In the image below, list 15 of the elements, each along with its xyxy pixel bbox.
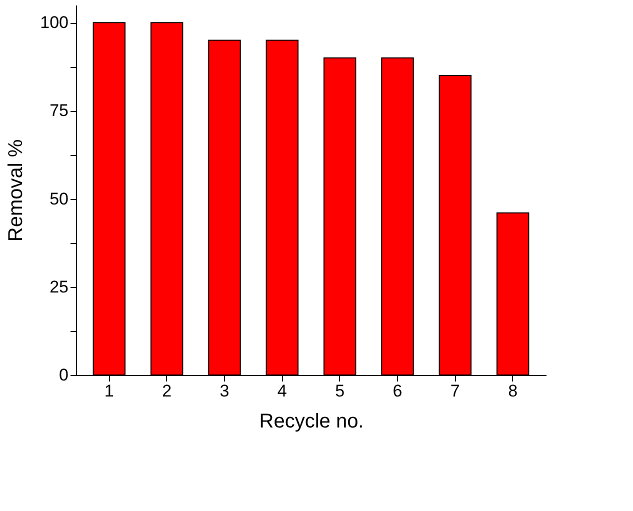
y-tick-label: 75 [50,101,68,120]
x-axis-title: Recycle no. [259,410,364,432]
x-tick-label: 7 [450,382,460,400]
x-tick-label: 3 [220,382,230,400]
x-tick-label: 4 [277,382,287,400]
y-axis-title: Removal % [5,139,28,242]
x-tick-label: 6 [392,382,402,400]
y-tick-label: 25 [50,277,68,296]
x-tick-label: 8 [508,382,518,400]
x-tick-label: 5 [335,382,345,400]
x-tick-label: 1 [104,382,114,400]
x-tick-label: 2 [162,382,172,400]
y-tick-label: 100 [40,13,68,32]
y-tick-label: 50 [50,189,68,208]
y-tick-label: 0 [59,366,68,384]
